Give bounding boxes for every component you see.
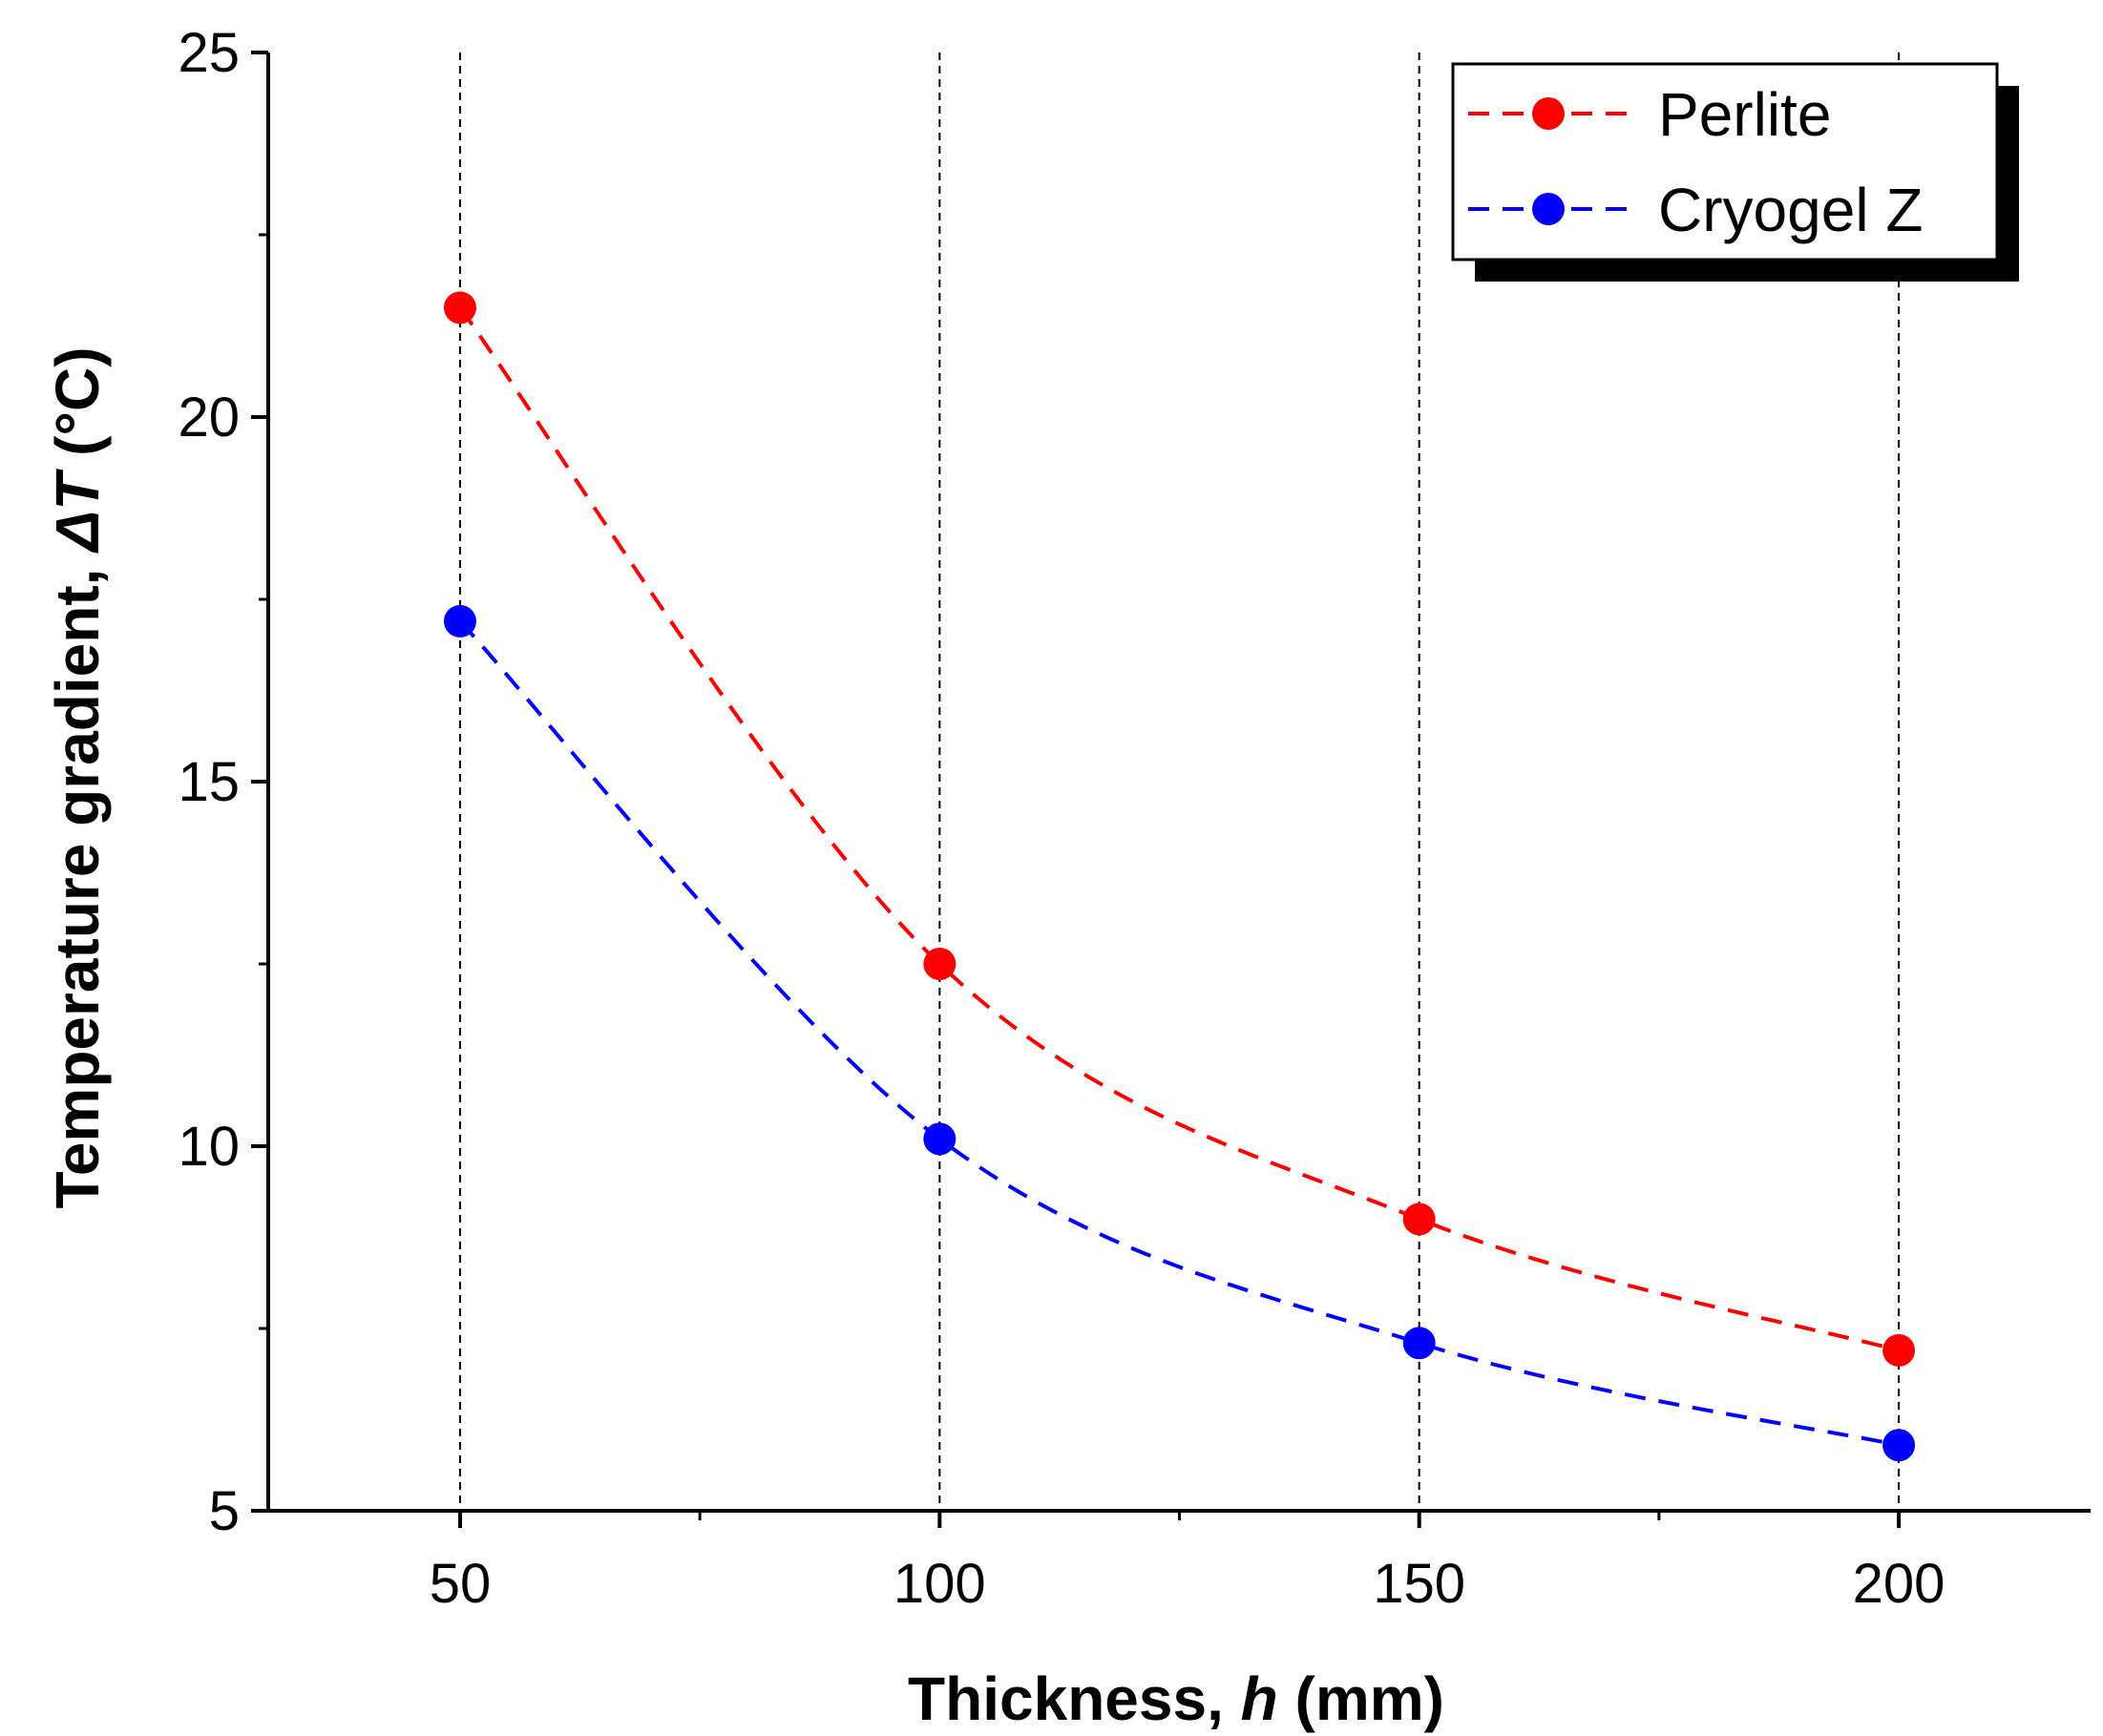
legend-box [1451, 62, 1999, 261]
data-point-series-0 [1882, 1333, 1916, 1367]
data-point-series-0 [443, 291, 476, 324]
series-line-0 [458, 306, 1900, 1352]
legend-marker [1532, 97, 1565, 130]
data-point-series-1 [923, 1122, 957, 1156]
series-curves [458, 306, 1900, 1448]
legend-label: Perlite [1658, 80, 1831, 149]
x-tick-label: 150 [1373, 1553, 1465, 1615]
y-axis-title: Temperature gradient, ΔT (°C) [43, 346, 112, 1208]
data-point-series-0 [1402, 1203, 1436, 1236]
y-tick-label: 15 [178, 751, 240, 813]
legend-marker [1532, 193, 1565, 225]
legend-label: Cryogel Z [1658, 176, 1923, 244]
series-points [443, 291, 1916, 1462]
x-tick-label: 200 [1853, 1553, 1945, 1615]
y-tick-label: 20 [178, 387, 240, 449]
data-point-series-1 [1402, 1327, 1436, 1360]
x-axis-title: Thickness, h (mm) [908, 1664, 1444, 1733]
data-point-series-1 [443, 604, 476, 638]
x-tick-label: 100 [894, 1553, 986, 1615]
y-tick-label: 5 [209, 1480, 240, 1542]
data-point-series-1 [1882, 1429, 1916, 1462]
series-line-1 [458, 619, 1900, 1448]
x-tick-label: 50 [430, 1553, 492, 1615]
legend: Perlite Cryogel Z [1451, 62, 2019, 282]
y-tick-label: 25 [178, 22, 240, 84]
axis-ticks: 50 100 150 200 5 10 15 20 25 [178, 22, 1945, 1615]
data-point-series-0 [923, 948, 957, 980]
y-tick-label: 10 [178, 1116, 240, 1178]
